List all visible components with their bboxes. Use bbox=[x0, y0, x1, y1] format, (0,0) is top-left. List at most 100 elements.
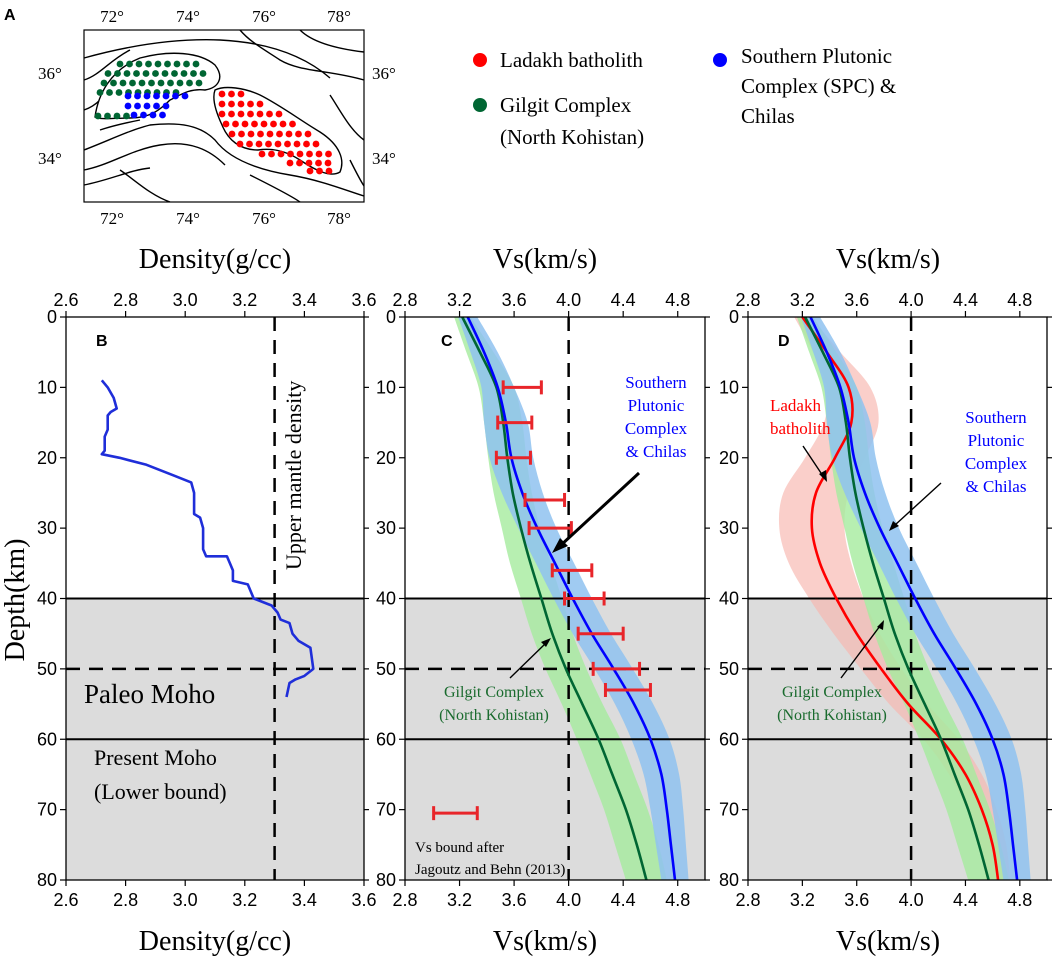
spc-dot bbox=[134, 92, 141, 100]
ladakh-vs-line bbox=[801, 316, 1000, 881]
y-tick-label: 50 bbox=[376, 659, 396, 679]
spc-dot bbox=[134, 102, 141, 110]
gilgit-dot bbox=[176, 79, 184, 87]
gilgit-dot bbox=[100, 79, 108, 87]
gilgit-dot bbox=[126, 60, 133, 68]
panel-b-series bbox=[100, 379, 315, 698]
panel-c-spc-label-line: Plutonic bbox=[628, 396, 685, 415]
map-right-tick: 36° bbox=[372, 64, 396, 83]
map-side-ticks: 36° 34° 36° 34° bbox=[38, 64, 396, 168]
panel-c-gilgit-label-line: Gilgit Complex bbox=[444, 684, 544, 701]
y-tick-label: 50 bbox=[719, 659, 739, 679]
y-tick-label: 10 bbox=[37, 377, 57, 397]
ladakh-dot bbox=[315, 159, 322, 167]
ladakh-dot bbox=[241, 120, 249, 128]
x-tick-label: 3.6 bbox=[351, 290, 376, 310]
panel-c-gilgit-arrow bbox=[509, 642, 547, 679]
x-tick-label: 4.0 bbox=[556, 290, 581, 310]
gilgit-vs-line bbox=[461, 316, 648, 881]
panel-d-gilgit-label: Gilgit Complex (North Kohistan) bbox=[777, 684, 887, 724]
ladakh-dot bbox=[237, 100, 245, 108]
ladakh-dot bbox=[247, 110, 254, 118]
ladakh-dot bbox=[247, 130, 255, 138]
x-tick-label: 2.6 bbox=[53, 290, 78, 310]
panel-d-spc-label: Southern Plutonic Complex & Chilas bbox=[965, 408, 1028, 496]
ladakh-dot bbox=[287, 150, 294, 158]
density-line bbox=[100, 379, 315, 698]
x-tick-label: 2.8 bbox=[392, 890, 417, 910]
ladakh-dot bbox=[305, 159, 313, 167]
spc-vs-line bbox=[809, 316, 1019, 881]
y-tick-label: 20 bbox=[376, 448, 396, 468]
x-tick-label: 3.2 bbox=[447, 890, 472, 910]
y-tick-label: 80 bbox=[37, 870, 57, 890]
ladakh-dot bbox=[232, 120, 239, 128]
ladakh-dot bbox=[304, 130, 312, 138]
panel-d-spc-label-line: Complex bbox=[965, 454, 1028, 473]
gilgit-vs-line bbox=[803, 316, 990, 881]
ladakh-dot bbox=[306, 150, 313, 158]
y-tick-label: 10 bbox=[376, 377, 396, 397]
spc-dot bbox=[159, 111, 166, 119]
legend-spc-label: Southern Plutonic bbox=[741, 44, 892, 68]
ladakh-dot bbox=[316, 167, 323, 175]
y-tick-label: 80 bbox=[376, 870, 396, 890]
x-tick-label: 3.0 bbox=[173, 890, 198, 910]
x-tick-label: 4.4 bbox=[611, 290, 636, 310]
spc-dot bbox=[143, 102, 151, 110]
legend-spc-label-3: Chilas bbox=[741, 104, 795, 128]
ladakh-dot bbox=[255, 140, 263, 148]
y-tick-label: 0 bbox=[729, 307, 739, 327]
y-tick-label: 70 bbox=[376, 800, 396, 820]
x-tick-label: 2.8 bbox=[392, 290, 417, 310]
gilgit-dot bbox=[104, 70, 112, 77]
y-tick-label: 0 bbox=[386, 307, 396, 327]
panel-b-top-xlabel: Density(g/cc) bbox=[139, 244, 291, 275]
gilgit-dot bbox=[180, 70, 188, 77]
present-moho-label-2: (Lower bound) bbox=[94, 779, 227, 804]
gilgit-dot bbox=[148, 79, 155, 87]
spc-dot bbox=[124, 102, 132, 110]
paleo-moho-label: Paleo Moho bbox=[84, 679, 215, 709]
legend-spc-marker bbox=[713, 53, 727, 67]
ladakh-dot bbox=[258, 150, 266, 158]
ladakh-dot bbox=[256, 100, 264, 108]
ladakh-dot bbox=[222, 120, 230, 128]
ladakh-dot bbox=[289, 120, 296, 128]
spc-dot bbox=[162, 92, 170, 100]
gilgit-dot bbox=[106, 89, 113, 96]
panel-d-gilgit-arrow bbox=[840, 625, 881, 679]
gilgit-dot bbox=[113, 112, 121, 120]
x-tick-label: 4.0 bbox=[899, 290, 924, 310]
gilgit-dot bbox=[186, 79, 193, 87]
map-bottom-tick: 76° bbox=[252, 209, 276, 228]
x-tick-label: 3.2 bbox=[232, 290, 257, 310]
x-tick-label: 3.2 bbox=[790, 290, 815, 310]
ladakh-dot bbox=[218, 90, 226, 98]
ladakh-dot bbox=[257, 130, 264, 138]
panel-b-axes: 2.6 2.6 2.8 2.8 3.0 3.0 3.2 3.2 3.4 3.4 3.6 3.6 0 10 2… bbox=[37, 290, 377, 910]
ladakh-dot bbox=[285, 130, 293, 138]
ladakh-dot bbox=[268, 150, 275, 158]
x-tick-label: 3.6 bbox=[502, 290, 527, 310]
spc-dot bbox=[149, 111, 157, 119]
y-tick-label: 70 bbox=[37, 800, 57, 820]
legend: Ladakh batholith Gilgit Complex (North K… bbox=[473, 44, 896, 149]
panel-d-ladakh-label-line: Ladakh bbox=[770, 396, 821, 415]
gilgit-dot bbox=[96, 89, 104, 96]
map-bottom-ticks: 72° 74° 76° 78° bbox=[100, 209, 351, 228]
y-tick-label: 0 bbox=[47, 307, 57, 327]
panel-label-b: B bbox=[96, 333, 108, 350]
ladakh-dot bbox=[228, 110, 235, 118]
panel-c-gilgit-label: Gilgit Complex (North Kohistan) bbox=[439, 684, 549, 724]
map-left-tick: 36° bbox=[38, 64, 62, 83]
panel-d-gilgit-label-line: Gilgit Complex bbox=[782, 684, 882, 701]
spc-dot bbox=[172, 92, 179, 100]
ladakh-dot bbox=[265, 140, 272, 148]
ladakh-dot bbox=[315, 150, 323, 158]
panel-d-reference-lines bbox=[748, 317, 1047, 880]
gilgit-dot bbox=[110, 79, 117, 87]
legend-spc-label-2: Complex (SPC) & bbox=[741, 74, 896, 98]
spc-dot bbox=[162, 102, 170, 110]
legend-ladakh-label: Ladakh batholith bbox=[500, 48, 643, 72]
